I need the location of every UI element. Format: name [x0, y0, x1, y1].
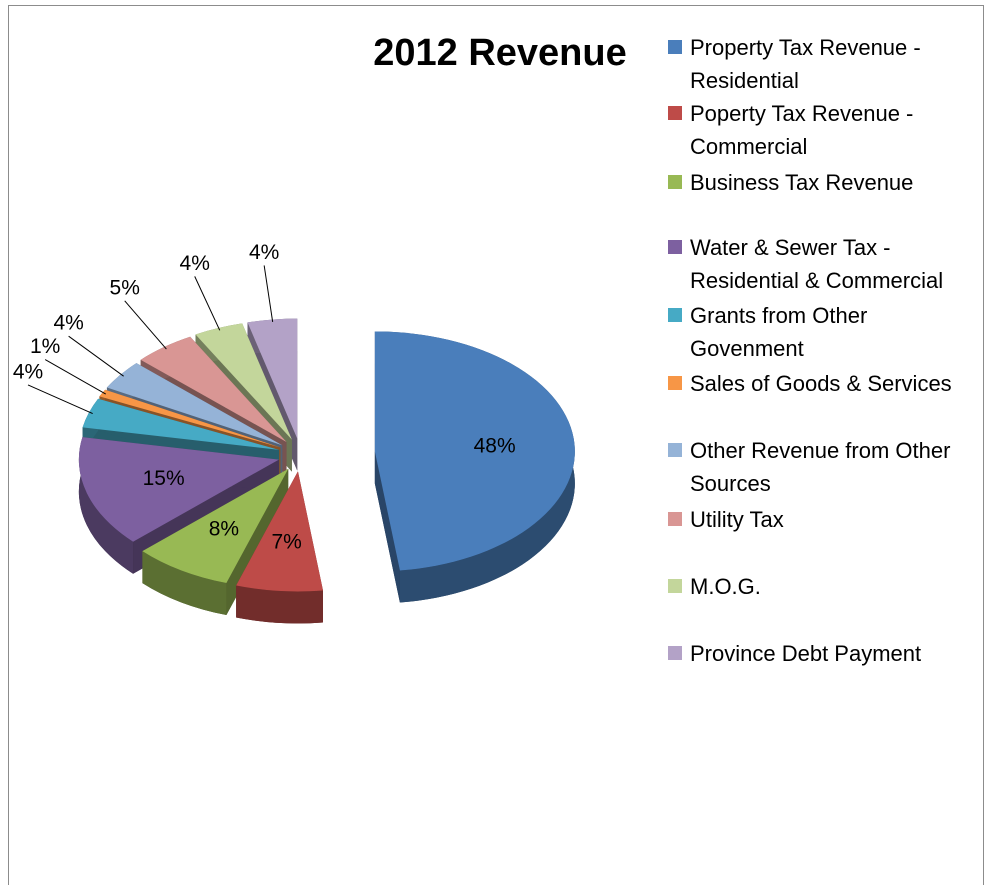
slice-side: [236, 585, 323, 624]
legend-swatch: [668, 376, 682, 390]
legend-item: Property Tax Revenue - Residential: [668, 31, 978, 97]
legend-item: Province Debt Payment: [668, 637, 978, 670]
legend-swatch: [668, 40, 682, 54]
legend-swatch: [668, 106, 682, 120]
chart-frame: [8, 5, 984, 885]
legend-swatch: [668, 646, 682, 660]
legend-item: Sales of Goods & Services: [668, 367, 978, 400]
legend-label: Province Debt Payment: [690, 641, 922, 666]
slice: [106, 363, 283, 446]
chart-title: 2012 Revenue: [373, 32, 627, 74]
legend-swatch: [668, 308, 682, 322]
legend-item: Poperty Tax Revenue - Commercial: [668, 97, 978, 163]
legend-label: Other Revenue from Other Sources: [690, 438, 951, 496]
data-label: 7%: [271, 531, 301, 554]
slice-side: [374, 451, 400, 603]
slice-side: [142, 551, 227, 616]
legend-label: Poperty Tax Revenue - Commercial: [690, 101, 914, 159]
leader-line: [263, 265, 274, 323]
legend-swatch: [668, 443, 682, 457]
legend-label: Property Tax Revenue - Residential: [690, 35, 921, 93]
data-label: 15%: [143, 467, 185, 490]
data-label: 4%: [180, 252, 210, 275]
legend-swatch: [668, 240, 682, 254]
slice: [142, 468, 289, 584]
data-label: 1%: [30, 335, 60, 358]
leader-line: [68, 335, 124, 377]
legend-label: Business Tax Revenue: [690, 170, 914, 195]
legend-label: M.O.G.: [690, 574, 761, 599]
leader-line: [124, 300, 167, 350]
slice: [99, 389, 281, 448]
slice-side: [78, 437, 134, 574]
legend-item: Utility Tax: [668, 503, 978, 536]
legend-label: Grants from Other Govenment: [690, 303, 868, 361]
data-label: 4%: [13, 360, 43, 383]
data-label: 8%: [209, 517, 239, 540]
data-label: 5%: [110, 276, 140, 299]
slice: [82, 398, 280, 450]
legend-swatch: [668, 579, 682, 593]
leader-line: [44, 359, 107, 395]
legend-swatch: [668, 175, 682, 189]
legend-item: Business Tax Revenue: [668, 166, 978, 199]
slice: [236, 471, 323, 592]
legend-item: Water & Sewer Tax - Residential & Commer…: [668, 231, 978, 297]
slice: [247, 318, 298, 439]
slice: [195, 323, 292, 440]
data-label: 4%: [249, 241, 279, 264]
legend-item: Grants from Other Govenment: [668, 299, 978, 365]
leader-line: [194, 276, 221, 331]
slice: [140, 336, 287, 442]
slice: [78, 437, 279, 542]
data-label: 4%: [53, 312, 83, 335]
legend-label: Sales of Goods & Services: [690, 371, 952, 396]
data-label: 48%: [474, 434, 516, 457]
legend-label: Utility Tax: [690, 507, 784, 532]
legend-item: Other Revenue from Other Sources: [668, 434, 978, 500]
slice: [374, 331, 575, 571]
legend-swatch: [668, 512, 682, 526]
leader-line: [27, 384, 93, 415]
legend-label: Water & Sewer Tax - Residential & Commer…: [690, 235, 944, 293]
legend-item: M.O.G.: [668, 570, 978, 603]
